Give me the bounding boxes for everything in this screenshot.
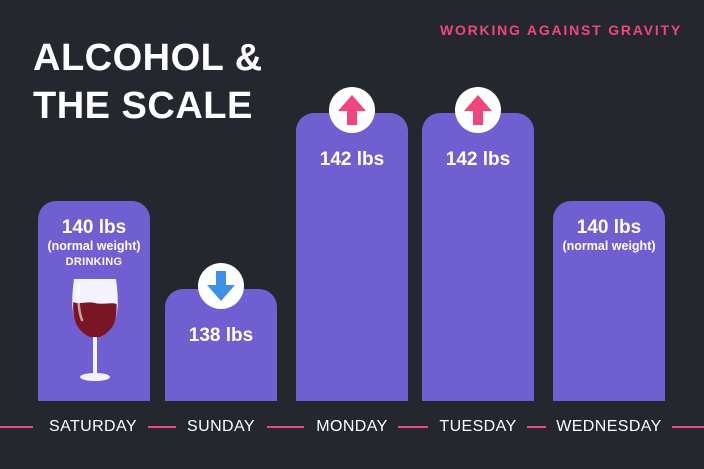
down-arrow-icon (198, 263, 244, 309)
value-label: 142 lbs (412, 149, 544, 171)
value-text: 138 lbs (188, 325, 254, 346)
value-text: 142 lbs (319, 149, 385, 170)
value-text: 140 lbs (61, 217, 127, 238)
value-text: 140 lbs (576, 217, 642, 238)
axis-line-segment (527, 426, 546, 428)
day-label: TUESDAY (439, 418, 517, 435)
title-line-1: ALCOHOL & (33, 37, 263, 79)
axis-line-segment (0, 426, 33, 428)
up-arrow-icon (329, 87, 375, 133)
bar-monday (296, 113, 408, 401)
value-label: 140 lbs (normal weight) (28, 217, 160, 254)
bar-wednesday (553, 201, 665, 401)
drinking-label: DRINKING (65, 256, 123, 268)
value-label: 140 lbs (normal weight) (543, 217, 675, 254)
value-label: 142 lbs (286, 149, 418, 171)
title-line-2: THE SCALE (33, 85, 253, 127)
chart-title: ALCOHOL & THE SCALE (33, 34, 263, 130)
brand-label: WORKING AGAINST GRAVITY (439, 22, 682, 38)
up-arrow-icon (455, 87, 501, 133)
value-text: 142 lbs (445, 149, 511, 170)
value-label: 138 lbs (155, 325, 287, 347)
bar-tuesday (422, 113, 534, 401)
axis-line-segment (267, 426, 304, 428)
wine-glass-icon (72, 279, 118, 381)
day-label: SATURDAY (49, 418, 137, 435)
value-note: (normal weight) (47, 239, 141, 253)
day-label: WEDNESDAY (556, 418, 662, 435)
value-note: (normal weight) (562, 239, 656, 253)
axis-line-segment (672, 426, 704, 428)
day-label: SUNDAY (187, 418, 255, 435)
day-label: MONDAY (316, 418, 388, 435)
axis-line-segment (398, 426, 428, 428)
axis-line-segment (148, 426, 176, 428)
